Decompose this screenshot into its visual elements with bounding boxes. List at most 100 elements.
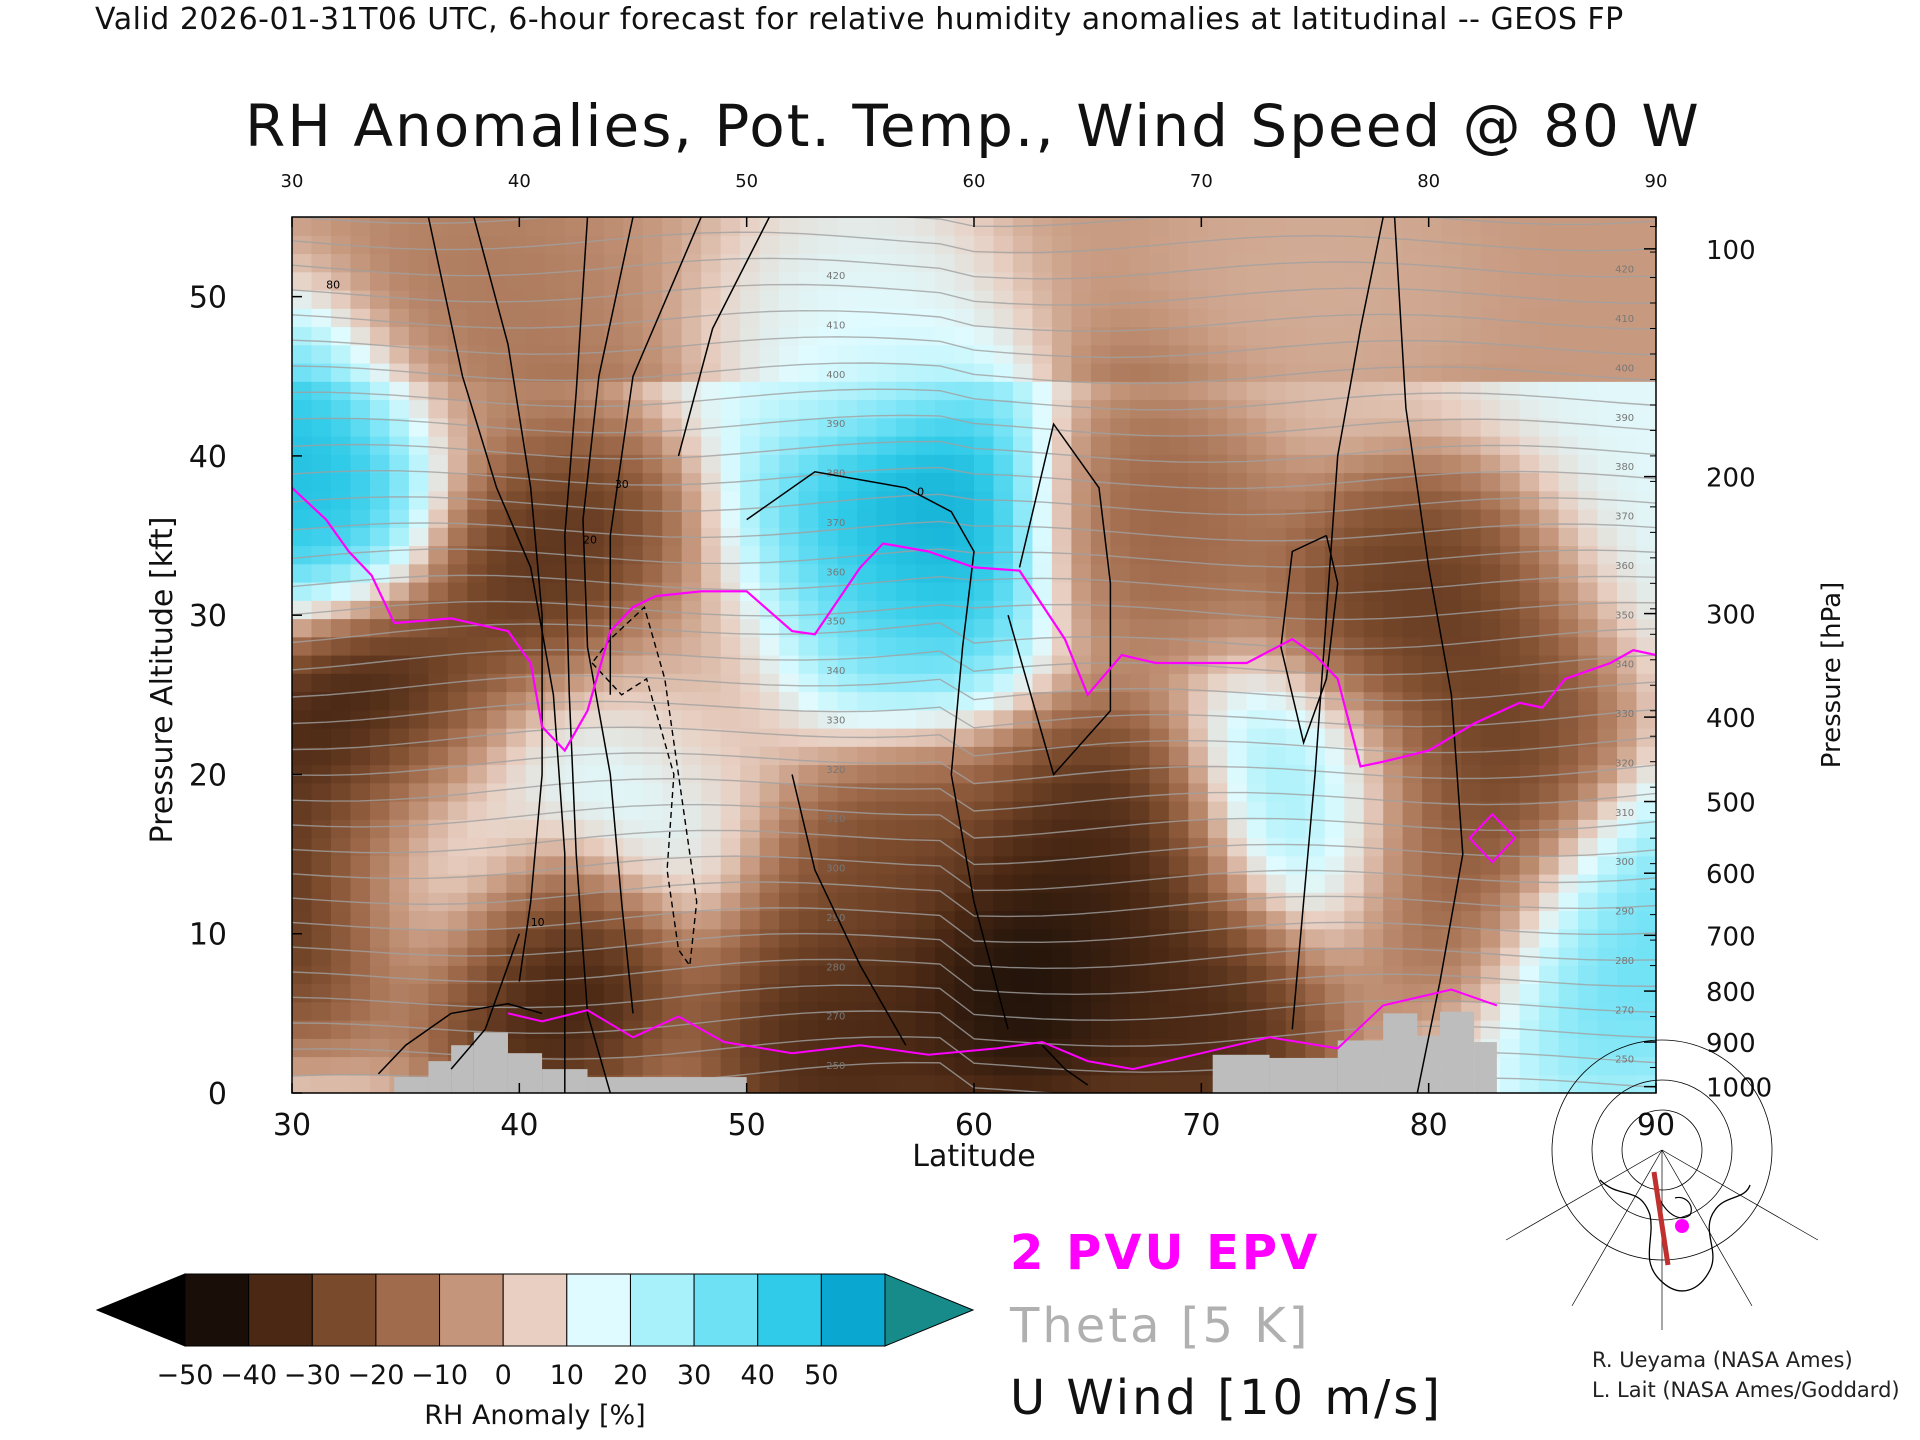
- rh-cell: [798, 691, 819, 711]
- rh-cell: [506, 490, 527, 510]
- colorbar-segment: [311, 1273, 377, 1347]
- rh-cell: [1032, 673, 1053, 693]
- rh-cell: [681, 837, 702, 857]
- rh-cell: [389, 1056, 410, 1076]
- rh-cell: [1422, 691, 1443, 711]
- rh-cell: [467, 801, 488, 820]
- rh-cell: [642, 965, 663, 985]
- rh-cell: [545, 746, 566, 766]
- rh-cell: [701, 235, 722, 255]
- rh-cell: [642, 1056, 663, 1076]
- rh-cell: [837, 509, 858, 528]
- colorbar-tick-label: 20: [613, 1360, 647, 1391]
- rh-cell: [1500, 290, 1521, 309]
- rh-cell: [1636, 618, 1656, 638]
- pv2-closed-contour: [1468, 812, 1517, 864]
- rh-cell: [857, 344, 878, 364]
- rh-cell: [311, 344, 332, 364]
- rh-cell: [1012, 855, 1034, 875]
- rh-cell: [993, 618, 1014, 638]
- rh-cell: [1500, 709, 1521, 729]
- rh-cell: [1636, 399, 1656, 419]
- rh-cell: [1090, 947, 1111, 966]
- rh-cell: [1110, 837, 1131, 857]
- rh-cell: [408, 509, 429, 528]
- rh-cell: [701, 509, 722, 528]
- rh-cell: [1461, 837, 1482, 857]
- rh-cell: [1032, 527, 1053, 547]
- rh-cell: [701, 545, 722, 565]
- rh-cell: [701, 1001, 722, 1021]
- rh-cell: [311, 381, 332, 401]
- rh-cell: [1461, 874, 1482, 893]
- rh-cell: [486, 874, 507, 893]
- rh-cell: [759, 545, 780, 565]
- rh-cell: [1539, 1020, 1560, 1039]
- rh-cell: [1246, 1038, 1267, 1058]
- rh-cell: [408, 436, 429, 455]
- rh-cell: [1227, 509, 1248, 528]
- colorbar-segment: [757, 1273, 822, 1347]
- rh-cell: [759, 983, 780, 1003]
- rh-cell: [1051, 582, 1073, 601]
- rh-cell: [330, 271, 352, 291]
- inset-track-line: [1651, 1171, 1671, 1266]
- rh-cell: [564, 1038, 585, 1058]
- rh-cell: [1051, 1074, 1073, 1093]
- rh-cell: [1558, 928, 1579, 948]
- rh-cell: [701, 472, 722, 492]
- rh-cell: [1597, 253, 1618, 273]
- rh-cell: [1012, 290, 1034, 309]
- rh-cell: [1071, 527, 1092, 547]
- pressure-tick-label: 400: [1706, 704, 1756, 734]
- rh-cell: [428, 563, 449, 583]
- rh-cell: [389, 271, 410, 291]
- rh-cell: [1441, 253, 1462, 273]
- rh-cell: [701, 381, 722, 401]
- rh-cell: [292, 217, 313, 236]
- rh-cell: [915, 509, 936, 528]
- rh-cell: [1168, 308, 1189, 328]
- rh-cell: [1480, 874, 1501, 893]
- rh-cell: [428, 326, 449, 346]
- rh-cell: [623, 381, 644, 401]
- rh-cell: [896, 655, 917, 674]
- inset-coastline: [1659, 1196, 1692, 1219]
- rh-cell: [1305, 454, 1326, 474]
- rh-cell: [1324, 235, 1345, 255]
- rh-cell: [369, 892, 391, 912]
- rh-cell: [798, 290, 819, 309]
- rh-cell: [1071, 600, 1092, 620]
- rh-cell: [662, 217, 683, 236]
- rh-cell: [662, 636, 683, 656]
- rh-cell: [1480, 290, 1501, 309]
- rh-cell: [486, 290, 507, 309]
- rh-cell: [369, 746, 391, 766]
- rh-cell: [779, 344, 800, 364]
- rh-cell: [1539, 965, 1560, 985]
- rh-cell: [506, 417, 527, 437]
- rh-cell: [759, 308, 780, 328]
- rh-cell: [564, 308, 585, 328]
- rh-cell: [1519, 582, 1540, 601]
- rh-cell: [954, 1020, 975, 1039]
- rh-cell: [1461, 709, 1482, 729]
- rh-cell: [1363, 545, 1384, 565]
- rh-cell: [1207, 965, 1228, 985]
- rh-cell: [1051, 399, 1073, 419]
- rh-cell: [1344, 271, 1365, 291]
- rh-cell: [1012, 436, 1034, 455]
- rh-cell: [954, 326, 975, 346]
- rh-cell: [389, 582, 410, 601]
- rh-cell: [1207, 928, 1228, 948]
- rh-cell: [779, 764, 800, 784]
- rh-cell: [292, 1020, 313, 1039]
- rh-cell: [935, 837, 956, 857]
- rh-cell: [740, 436, 761, 455]
- rh-cell: [642, 454, 663, 474]
- rh-cell: [1090, 910, 1111, 930]
- rh-cell: [1012, 746, 1034, 766]
- rh-cell: [1227, 271, 1248, 291]
- rh-cell: [779, 582, 800, 601]
- rh-cell: [1324, 892, 1345, 912]
